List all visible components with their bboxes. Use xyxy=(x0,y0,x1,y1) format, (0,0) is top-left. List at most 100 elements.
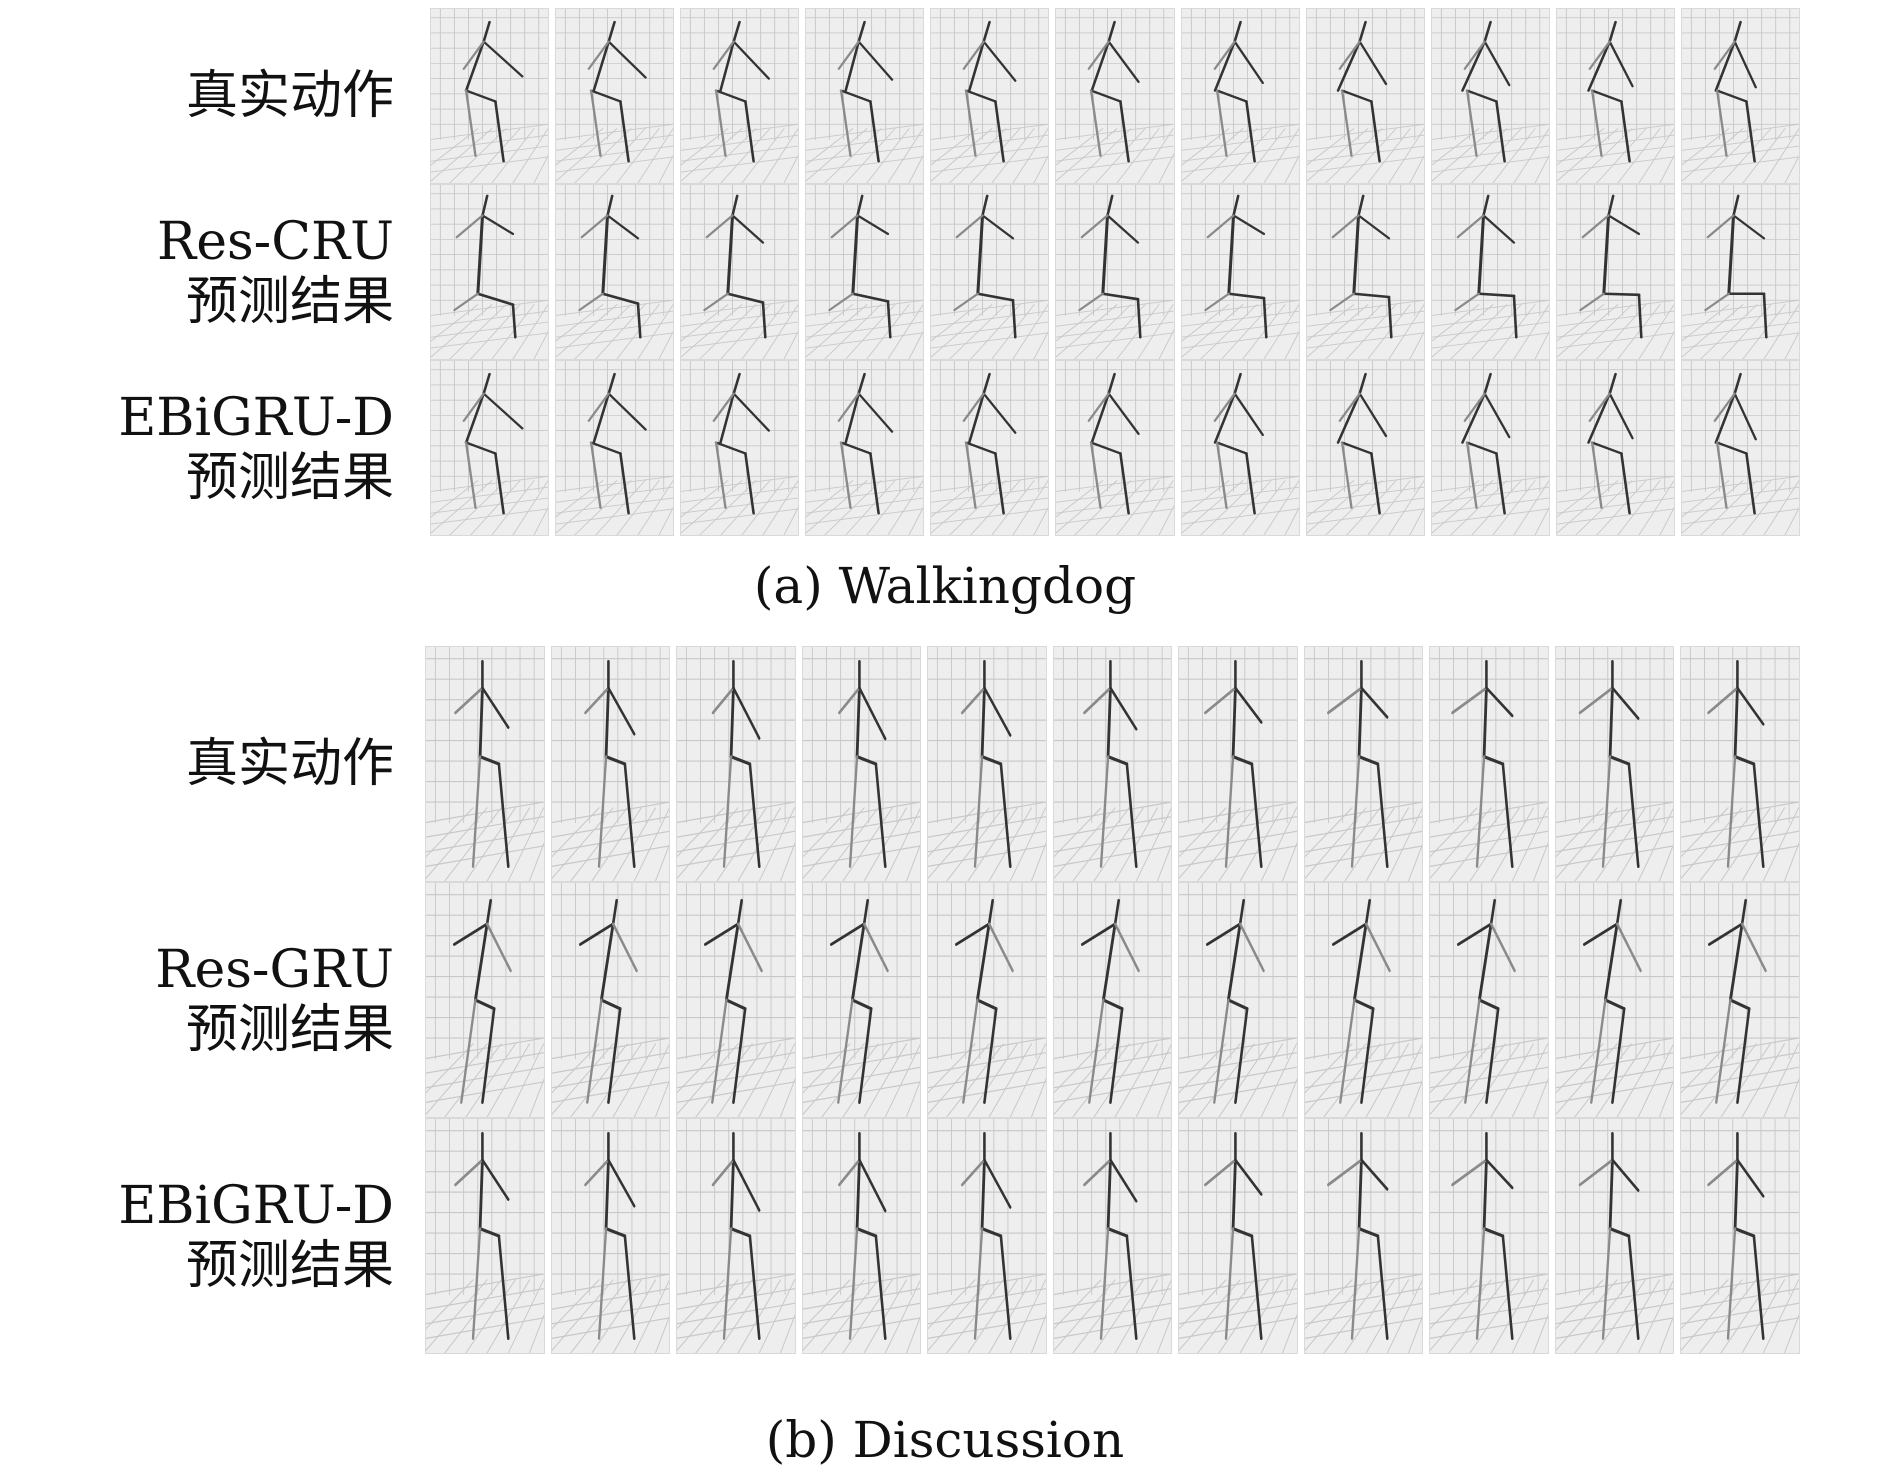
skeleton-figure xyxy=(1555,647,1674,881)
skeleton-frame xyxy=(1052,1118,1173,1354)
skeleton-figure xyxy=(806,9,924,183)
row-ebigru-d: EBiGRU-D 预测结果 xyxy=(0,1118,1890,1354)
row-res-cru: Res-CRU 预测结果 xyxy=(0,184,1890,360)
skeleton-frame xyxy=(1555,184,1675,360)
skeleton-figure xyxy=(677,1119,795,1353)
skeleton-frame xyxy=(1055,360,1175,536)
caption-walkingdog: (a) Walkingdog xyxy=(753,557,1137,615)
skeleton-frame xyxy=(550,1118,671,1354)
skeleton-frame xyxy=(676,1118,796,1354)
skeleton-figure xyxy=(802,1119,921,1353)
row-label: EBiGRU-D 预测结果 xyxy=(118,388,394,508)
skeleton-figure xyxy=(551,1119,670,1353)
panel-discussion: 真实动作 Res-GRU 预测结果 EBiGRU-D 预测结果 xyxy=(0,646,1890,1354)
skeleton-figure xyxy=(1430,647,1548,881)
skeleton-figure xyxy=(1430,883,1548,1117)
skeleton-figure xyxy=(931,361,1049,535)
skeleton-frame xyxy=(1052,646,1173,882)
skeleton-figure xyxy=(1681,9,1800,183)
skeleton-frame xyxy=(425,646,545,882)
skeleton-frame xyxy=(1052,882,1173,1118)
frame-strip xyxy=(425,1118,1801,1354)
skeleton-figure xyxy=(426,647,544,881)
skeleton-figure xyxy=(928,883,1046,1117)
skeleton-figure xyxy=(551,647,670,881)
skeleton-figure xyxy=(1306,361,1424,535)
skeleton-frame xyxy=(1303,882,1424,1118)
skeleton-figure xyxy=(1431,361,1549,535)
skeleton-frame xyxy=(550,882,671,1118)
skeleton-frame xyxy=(1554,646,1675,882)
skeleton-figure xyxy=(677,883,795,1117)
caption-discussion: (b) Discussion xyxy=(765,1411,1125,1469)
skeleton-frame xyxy=(1303,1118,1424,1354)
skeleton-figure xyxy=(556,361,674,535)
frame-strip xyxy=(430,184,1801,360)
skeleton-frame xyxy=(1429,882,1549,1118)
skeleton-figure xyxy=(1179,647,1297,881)
row-ground-truth: 真实动作 xyxy=(0,8,1890,184)
skeleton-frame xyxy=(1555,360,1675,536)
skeleton-frame xyxy=(430,184,550,360)
row-label: 真实动作 xyxy=(185,66,394,126)
skeleton-figure xyxy=(681,361,799,535)
skeleton-figure xyxy=(681,9,799,183)
row-label: EBiGRU-D 预测结果 xyxy=(118,1176,394,1296)
skeleton-frame xyxy=(1555,8,1675,184)
skeleton-frame xyxy=(927,882,1047,1118)
skeleton-frame xyxy=(1180,8,1300,184)
row-res-gru: Res-GRU 预测结果 xyxy=(0,882,1890,1118)
skeleton-frame xyxy=(930,8,1050,184)
skeleton-figure xyxy=(431,9,549,183)
skeleton-frame xyxy=(1430,360,1550,536)
skeleton-frame xyxy=(927,646,1047,882)
skeleton-figure xyxy=(551,883,670,1117)
skeleton-figure xyxy=(1053,647,1172,881)
skeleton-figure xyxy=(931,185,1049,359)
skeleton-frame xyxy=(1680,1118,1801,1354)
skeleton-frame xyxy=(927,1118,1047,1354)
skeleton-figure xyxy=(1053,1119,1172,1353)
skeleton-figure xyxy=(1681,361,1800,535)
skeleton-frame xyxy=(1055,184,1175,360)
skeleton-figure xyxy=(556,9,674,183)
skeleton-frame xyxy=(1305,360,1425,536)
skeleton-figure xyxy=(426,883,544,1117)
row-ground-truth: 真实动作 xyxy=(0,646,1890,882)
skeleton-frame xyxy=(1429,646,1549,882)
skeleton-figure xyxy=(806,361,924,535)
skeleton-frame xyxy=(801,646,922,882)
skeleton-frame xyxy=(801,1118,922,1354)
skeleton-figure xyxy=(431,185,549,359)
skeleton-frame xyxy=(555,360,675,536)
row-label: Res-GRU 预测结果 xyxy=(155,940,394,1060)
skeleton-frame xyxy=(1680,360,1801,536)
skeleton-figure xyxy=(1304,647,1423,881)
skeleton-figure xyxy=(802,883,921,1117)
skeleton-frame xyxy=(680,8,800,184)
row-label: 真实动作 xyxy=(185,734,394,794)
skeleton-figure xyxy=(1556,361,1674,535)
skeleton-frame xyxy=(1430,184,1550,360)
skeleton-figure xyxy=(1306,185,1424,359)
skeleton-figure xyxy=(1056,185,1174,359)
skeleton-frame xyxy=(930,184,1050,360)
skeleton-figure xyxy=(1304,883,1423,1117)
skeleton-figure xyxy=(1681,647,1800,881)
skeleton-frame xyxy=(1303,646,1424,882)
skeleton-frame xyxy=(550,646,671,882)
skeleton-frame xyxy=(676,646,796,882)
skeleton-frame xyxy=(930,360,1050,536)
skeleton-figure xyxy=(1681,1119,1800,1353)
panel-walkingdog: 真实动作 Res-CRU 预测结果 EBiGRU-D 预测结果 xyxy=(0,8,1890,536)
skeleton-figure xyxy=(556,185,674,359)
skeleton-figure xyxy=(1555,1119,1674,1353)
skeleton-figure xyxy=(806,185,924,359)
skeleton-frame xyxy=(1178,1118,1298,1354)
skeleton-frame xyxy=(1178,646,1298,882)
skeleton-figure xyxy=(681,185,799,359)
skeleton-figure xyxy=(1181,361,1299,535)
skeleton-frame xyxy=(801,882,922,1118)
skeleton-figure xyxy=(1179,1119,1297,1353)
